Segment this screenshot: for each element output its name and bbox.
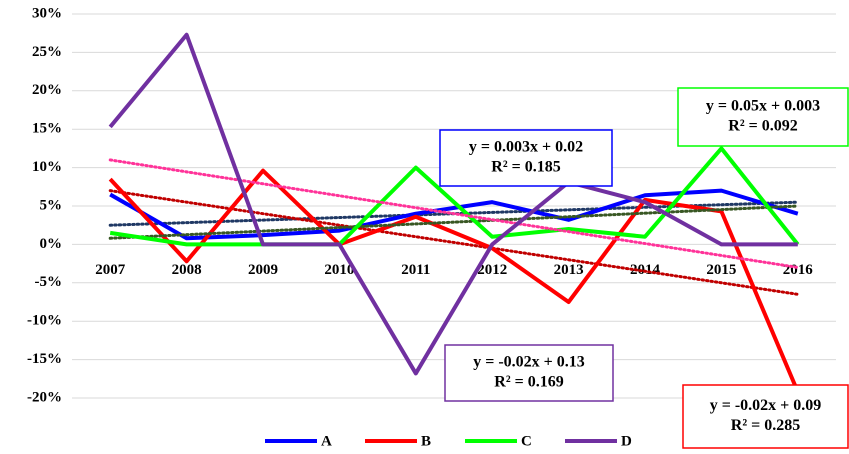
annotation-box — [444, 344, 614, 402]
x-tick-label: 2011 — [401, 262, 430, 278]
y-tick-label: -10% — [27, 313, 62, 329]
x-tick-label: 2015 — [706, 262, 736, 278]
annotation-text: R² = 0.169 — [494, 374, 563, 391]
series-line — [108, 32, 798, 376]
legend-label: D — [621, 433, 632, 449]
trendline — [108, 189, 800, 296]
y-tick-label: -20% — [27, 389, 62, 405]
series-line — [108, 168, 800, 393]
x-tick-label: 2008 — [172, 262, 202, 278]
annotation-box — [439, 129, 613, 187]
annotation-text: y = 0.05x + 0.003 — [706, 98, 820, 115]
y-tick-label: 15% — [32, 121, 62, 137]
y-tick-label: -15% — [27, 351, 62, 367]
x-tick-label: 2010 — [324, 262, 354, 278]
legend-label: B — [421, 433, 431, 449]
annotation-text: y = 0.003x + 0.02 — [469, 139, 583, 156]
legend-label: C — [521, 433, 532, 449]
x-tick-label: 2009 — [248, 262, 278, 278]
y-tick-label: 10% — [32, 159, 62, 175]
legend-label: A — [321, 433, 332, 449]
annotation-text: y = -0.02x + 0.09 — [710, 397, 822, 414]
y-tick-label: 30% — [32, 5, 62, 21]
y-tick-label: -5% — [35, 274, 63, 290]
annotation-text: R² = 0.092 — [728, 118, 797, 135]
x-tick-label: 2016 — [783, 262, 814, 278]
annotation-box — [677, 87, 849, 147]
annotation-text: R² = 0.185 — [491, 159, 560, 176]
x-tick-label: 2007 — [95, 262, 126, 278]
y-tick-label: 5% — [40, 197, 63, 213]
trendline — [108, 158, 800, 269]
x-tick-label: 2013 — [554, 262, 584, 278]
annotation-text: y = -0.02x + 0.13 — [473, 354, 585, 371]
x-tick-label: 2012 — [477, 262, 507, 278]
y-tick-label: 25% — [32, 44, 62, 60]
series-line — [109, 146, 800, 247]
trendline — [108, 204, 800, 240]
annotation-box — [682, 384, 849, 449]
y-tick-label: 20% — [32, 82, 62, 98]
y-tick-label: 0% — [40, 236, 63, 252]
annotation-text: R² = 0.285 — [731, 417, 800, 434]
